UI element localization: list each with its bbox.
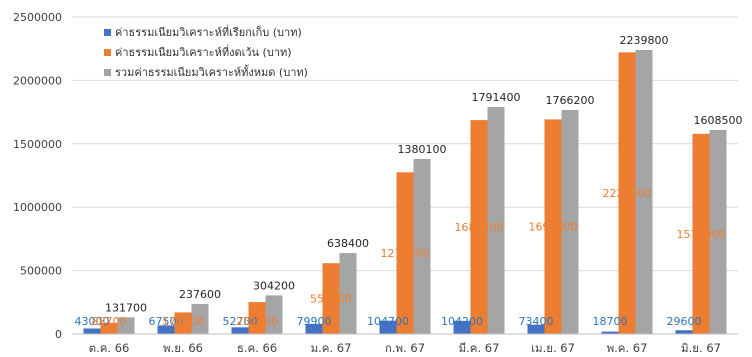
y-tick-label: 1500000 <box>13 138 62 151</box>
data-label-series-3: 131700 <box>105 301 147 314</box>
y-tick-label: 2000000 <box>13 74 62 87</box>
bar-series-2 <box>544 119 562 335</box>
data-label-series-1: 79900 <box>297 315 332 328</box>
bar-series-1 <box>305 323 323 334</box>
bar-series-2 <box>248 302 266 334</box>
bar-series-2 <box>100 322 118 334</box>
bar-series-1 <box>157 325 175 334</box>
x-tick-label: มี.ค. 67 <box>459 341 500 355</box>
bar-series-1 <box>527 324 545 334</box>
x-tick-label: ต.ค. 66 <box>89 341 130 355</box>
bar-series-3 <box>191 303 209 334</box>
bar-series-2 <box>618 52 636 335</box>
bar-series-1 <box>231 327 249 334</box>
legend-label: ค่าธรรมเนียมวิเคราะห์ที่เรียกเก็บ (บาท) <box>115 24 302 39</box>
data-label-series-2: 558500 <box>310 293 352 306</box>
legend: ค่าธรรมเนียมวิเคราะห์ที่เรียกเก็บ (บาท) ค… <box>104 24 308 79</box>
data-label-series-2: 1275400 <box>381 247 430 260</box>
data-label-series-2: 170100 <box>162 315 204 328</box>
bar-series-1 <box>379 320 397 334</box>
bar-series-2 <box>396 172 414 334</box>
data-label-series-3: 1791400 <box>472 91 521 104</box>
bar-series-3 <box>709 130 727 334</box>
bar-series-1 <box>601 331 619 334</box>
data-label-series-2: 2221100 <box>603 187 652 200</box>
y-tick-label: 2500000 <box>13 11 62 24</box>
bar-series-3 <box>339 253 357 334</box>
legend-label: รวมค่าธรรมเนียมวิเคราะห์ทั้งหมด (บาท) <box>115 64 308 79</box>
bar-series-2 <box>322 263 340 334</box>
data-label-series-1: 104700 <box>367 315 409 328</box>
data-label-series-1: 73400 <box>519 315 554 328</box>
legend-swatch <box>104 49 111 56</box>
bar-series-3 <box>561 110 579 334</box>
data-label-series-1: 18700 <box>593 315 628 328</box>
x-tick-label: เม.ย. 67 <box>531 341 575 355</box>
data-label-series-2: 251500 <box>236 315 278 328</box>
bar-series-1 <box>453 320 471 334</box>
data-label-series-1: 52700 <box>223 315 258 328</box>
data-label-series-2: 88700 <box>92 315 127 328</box>
x-tick-label: ก.พ. 67 <box>385 341 425 355</box>
data-label-series-1: 29600 <box>667 315 702 328</box>
x-tick-label: พ.ค. 67 <box>607 341 648 355</box>
data-label-series-3: 638400 <box>327 237 369 250</box>
data-label-series-3: 1380100 <box>398 143 447 156</box>
legend-label: ค่าธรรมเนียมวิเคราะห์ที่งดเว้น (บาท) <box>115 44 292 59</box>
bar-series-2 <box>174 312 192 334</box>
data-label-series-2: 1578900 <box>677 228 726 241</box>
bar-series-3 <box>635 50 653 334</box>
y-tick-label: 0 <box>55 328 62 341</box>
bar-series-3 <box>413 159 431 334</box>
bar-series-2 <box>692 133 710 334</box>
legend-swatch <box>104 69 111 76</box>
data-label-series-1: 104200 <box>441 315 483 328</box>
y-tick-label: 500000 <box>20 265 62 278</box>
data-label-series-3: 2239800 <box>620 34 669 47</box>
data-label-series-3: 304200 <box>253 279 295 292</box>
x-tick-label: มิ.ย. 67 <box>681 341 721 355</box>
data-label-series-3: 1608500 <box>694 114 743 127</box>
bar-series-3 <box>117 317 135 334</box>
data-label-series-2: 1692800 <box>529 221 578 234</box>
y-tick-label: 1000000 <box>13 201 62 214</box>
data-label-series-1: 67500 <box>149 315 184 328</box>
bar-series-3 <box>487 106 505 335</box>
bars <box>83 50 727 335</box>
x-tick-label: พ.ย. 66 <box>163 341 203 355</box>
bar-series-1 <box>675 330 693 334</box>
x-axis: ต.ค. 66 พ.ย. 66 ธ.ค. 66 ม.ค. 67 ก.พ. 67 มี.ค.… <box>72 333 738 355</box>
bar-series-3 <box>265 295 283 334</box>
data-label-series-2: 1687200 <box>455 221 504 234</box>
legend-swatch <box>104 29 111 36</box>
bar-series-2 <box>470 120 488 334</box>
x-tick-label: ม.ค. 67 <box>311 341 352 355</box>
data-label-series-1: 43000 <box>75 315 110 328</box>
y-axis: 0 500000 1000000 1500000 2000000 2500000 <box>13 11 62 341</box>
x-tick-label: ธ.ค. 66 <box>237 341 277 355</box>
data-label-series-3: 1766200 <box>546 94 595 107</box>
bar-series-1 <box>83 328 101 334</box>
data-label-series-3: 237600 <box>179 288 221 301</box>
